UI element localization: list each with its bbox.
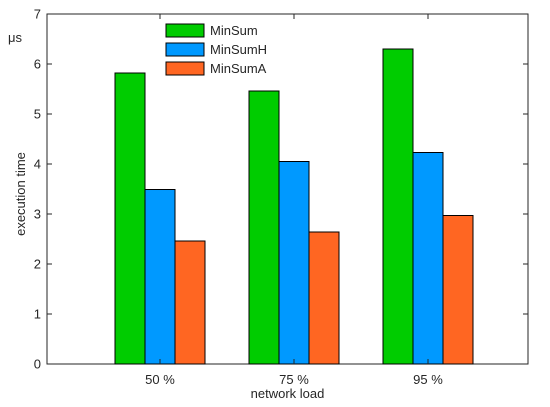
y-tick-label: 4 <box>34 157 41 172</box>
bar-minsumh-3 <box>412 152 444 365</box>
legend-swatch-minsum <box>165 23 205 38</box>
x-axis-label: network load <box>251 386 325 401</box>
bar-minsum-2 <box>248 90 280 365</box>
x-axis-ticks: 50 % 75 % 95 % <box>145 14 443 387</box>
y-axis-unit: μs <box>8 30 22 45</box>
bars <box>114 48 474 365</box>
bar-minsuma-2 <box>308 231 340 365</box>
x-tick-label: 95 % <box>413 372 443 387</box>
bar-minsum-1 <box>114 72 146 365</box>
legend-label-minsumh: MinSumH <box>210 42 267 57</box>
legend-swatch-minsumh <box>165 42 205 57</box>
legend-label-minsum: MinSum <box>210 23 258 38</box>
x-tick-label: 50 % <box>145 372 175 387</box>
bar-minsumh-2 <box>278 161 310 365</box>
legend-label-minsuma: MinSumA <box>210 61 267 76</box>
y-tick-label: 7 <box>34 7 41 22</box>
y-tick-label: 3 <box>34 207 41 222</box>
y-axis-ticks: 0 1 2 3 4 5 6 7 <box>34 7 528 372</box>
y-axis-label: execution time <box>13 152 28 236</box>
legend-swatch-minsuma <box>165 61 205 76</box>
y-tick-label: 2 <box>34 257 41 272</box>
bar-minsuma-3 <box>442 215 474 365</box>
y-tick-label: 1 <box>34 307 41 322</box>
x-tick-label: 75 % <box>279 372 309 387</box>
bar-minsuma-1 <box>174 240 206 365</box>
y-tick-label: 6 <box>34 57 41 72</box>
y-tick-label: 5 <box>34 107 41 122</box>
bar-minsum-3 <box>382 48 414 365</box>
y-tick-label: 0 <box>34 357 41 372</box>
legend: MinSum MinSumH MinSumA <box>162 20 268 81</box>
bar-minsumh-1 <box>144 189 176 365</box>
